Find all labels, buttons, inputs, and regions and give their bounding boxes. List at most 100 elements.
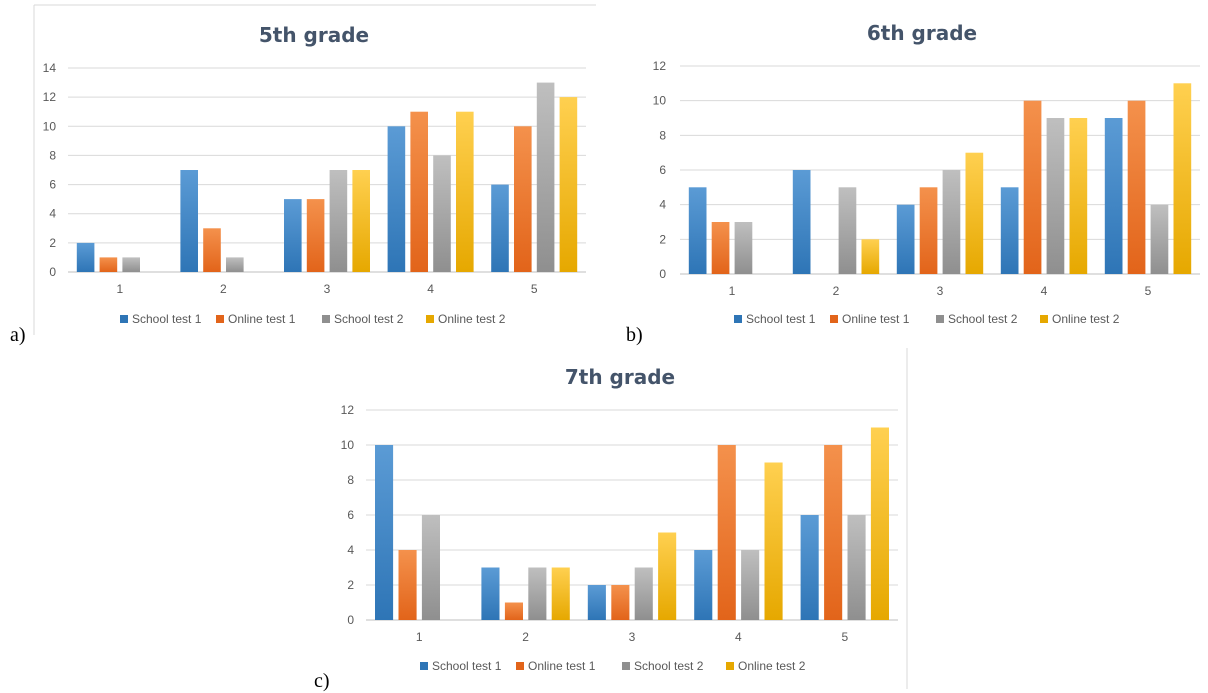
legend-label-online-test-1: Online test 1 (842, 312, 910, 326)
x-tick-label: 4 (427, 282, 434, 296)
bar-online-test-2-cat-3 (352, 170, 370, 272)
legend-swatch-online-test-1 (516, 662, 524, 670)
bar-online-test-1-cat-4 (410, 111, 428, 272)
bar-school-test-1-cat-4 (694, 550, 713, 620)
y-tick-label: 8 (659, 128, 666, 142)
x-tick-label: 4 (1041, 284, 1048, 298)
y-tick-label: 4 (347, 543, 354, 557)
x-tick-label: 5 (841, 630, 848, 644)
legend-label-online-test-2: Online test 2 (1052, 312, 1120, 326)
y-tick-label: 8 (347, 473, 354, 487)
chart-title: 6th grade (867, 21, 977, 45)
bar-school-test-2-cat-3 (942, 170, 961, 274)
legend-swatch-online-test-2 (1040, 315, 1048, 323)
bar-online-test-1-cat-1 (398, 550, 417, 620)
y-tick-label: 2 (347, 578, 354, 592)
bar-school-test-2-cat-3 (634, 567, 653, 620)
x-tick-label: 3 (324, 282, 331, 296)
bar-online-test-2-cat-2 (551, 567, 570, 620)
y-tick-label: 6 (659, 163, 666, 177)
x-tick-label: 2 (833, 284, 840, 298)
x-tick-label: 3 (629, 630, 636, 644)
bar-school-test-1-cat-2 (792, 170, 811, 274)
bar-school-test-1-cat-1 (688, 187, 707, 274)
bar-school-test-2-cat-2 (226, 257, 244, 272)
legend-label-online-test-2: Online test 2 (738, 659, 806, 673)
bar-online-test-2-cat-4 (764, 462, 783, 620)
bar-online-test-2-cat-5 (870, 427, 889, 620)
x-tick-label: 3 (937, 284, 944, 298)
legend-label-school-test-1: School test 1 (432, 659, 502, 673)
x-tick-label: 1 (116, 282, 123, 296)
x-tick-label: 1 (729, 284, 736, 298)
panel-label-a: a) (10, 324, 26, 346)
bar-school-test-2-cat-1 (122, 257, 140, 272)
chart-title: 5th grade (259, 23, 369, 47)
bar-online-test-1-cat-1 (711, 222, 730, 274)
y-tick-label: 6 (347, 508, 354, 522)
panel-label-b: b) (626, 324, 643, 346)
bar-online-test-2-cat-3 (658, 532, 677, 620)
bar-school-test-2-cat-5 (1150, 204, 1169, 274)
bar-school-test-1-cat-4 (387, 126, 406, 272)
bar-online-test-1-cat-1 (99, 257, 118, 272)
legend-swatch-school-test-2 (322, 315, 330, 323)
legend-label-school-test-2: School test 2 (334, 312, 404, 326)
y-tick-label: 2 (49, 236, 56, 250)
y-tick-label: 10 (653, 94, 667, 108)
bar-online-test-2-cat-4 (456, 111, 474, 272)
x-tick-label: 2 (220, 282, 227, 296)
bar-online-test-1-cat-3 (306, 199, 325, 272)
y-tick-label: 4 (49, 207, 56, 221)
bar-school-test-1-cat-1 (375, 445, 394, 620)
bar-school-test-2-cat-5 (536, 82, 555, 272)
bar-school-test-1-cat-5 (800, 515, 819, 620)
bar-online-test-1-cat-2 (203, 228, 221, 272)
chart-panel-7th-grade: 7th grade 0 2 4 6 8 10 12 1 2 3 4 5 School test 1 Onli… (300, 346, 912, 691)
bar-school-test-2-cat-1 (421, 515, 440, 620)
legend-label-online-test-1: Online test 1 (228, 312, 296, 326)
chart-panel-5th-grade: 5th grade 0 2 4 6 8 10 12 14 1 2 3 4 5 School test 1 On… (0, 0, 600, 345)
bar-school-test-2-cat-4 (433, 155, 451, 272)
y-tick-label: 0 (659, 267, 666, 281)
bar-school-test-1-cat-3 (896, 204, 915, 274)
bar-school-test-2-cat-4 (1046, 118, 1065, 274)
bar-online-test-1-cat-5 (1127, 100, 1146, 274)
bar-online-test-2-cat-4 (1069, 118, 1088, 274)
legend-label-online-test-2: Online test 2 (438, 312, 506, 326)
bar-school-test-2-cat-5 (847, 515, 866, 620)
y-tick-label: 8 (49, 148, 56, 162)
y-tick-label: 14 (43, 61, 57, 75)
bar-online-test-1-cat-3 (611, 585, 630, 620)
panel-label-c: c) (314, 670, 330, 692)
legend-label-school-test-2: School test 2 (948, 312, 1018, 326)
y-tick-label: 12 (653, 59, 667, 73)
bar-online-test-2-cat-3 (965, 152, 984, 274)
bar-school-test-2-cat-3 (329, 170, 348, 272)
y-tick-label: 10 (341, 438, 355, 452)
bar-school-test-1-cat-2 (481, 567, 500, 620)
bar-online-test-1-cat-5 (824, 445, 843, 620)
legend-swatch-school-test-2 (936, 315, 944, 323)
bar-online-test-2-cat-2 (861, 239, 880, 274)
legend-swatch-school-test-2 (622, 662, 630, 670)
bar-online-test-2-cat-5 (559, 97, 578, 272)
legend-label-school-test-1: School test 1 (132, 312, 202, 326)
legend-swatch-online-test-2 (726, 662, 734, 670)
legend-label-school-test-1: School test 1 (746, 312, 816, 326)
bar-online-test-1-cat-2 (504, 602, 523, 620)
bar-school-test-1-cat-4 (1000, 187, 1019, 274)
y-tick-label: 12 (43, 90, 57, 104)
bar-school-test-2-cat-4 (741, 550, 760, 620)
bar-school-test-1-cat-3 (587, 585, 606, 620)
chart-panel-6th-grade: 6th grade 0 2 4 6 8 10 12 1 2 3 4 5 School test 1 Onli… (604, 0, 1208, 345)
bar-school-test-1-cat-2 (180, 170, 198, 272)
bar-school-test-1-cat-5 (491, 184, 509, 272)
bar-school-test-2-cat-1 (734, 222, 753, 274)
x-tick-label: 5 (531, 282, 538, 296)
y-tick-label: 10 (43, 119, 57, 133)
legend-swatch-online-test-1 (216, 315, 224, 323)
